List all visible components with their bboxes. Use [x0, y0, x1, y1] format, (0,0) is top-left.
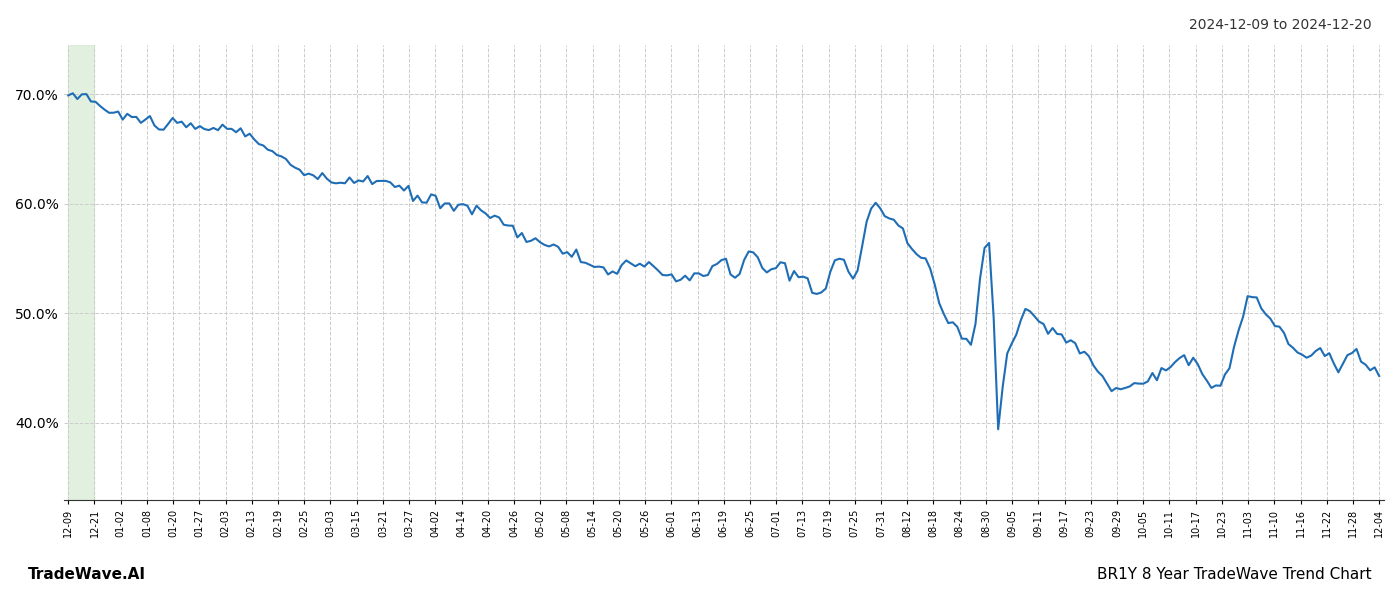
Text: 2024-12-09 to 2024-12-20: 2024-12-09 to 2024-12-20	[1190, 18, 1372, 32]
Text: TradeWave.AI: TradeWave.AI	[28, 567, 146, 582]
Bar	[69, 45, 94, 500]
Text: BR1Y 8 Year TradeWave Trend Chart: BR1Y 8 Year TradeWave Trend Chart	[1098, 567, 1372, 582]
